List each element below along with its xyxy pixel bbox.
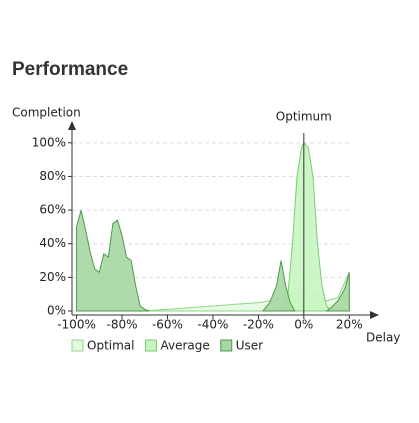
y-tick-label: 80%: [39, 169, 66, 183]
annotation-label: Optimum: [276, 110, 332, 124]
y-tick-label: 20%: [39, 270, 66, 284]
x-arrow: [370, 311, 379, 319]
x-tick-label: -20%: [243, 318, 274, 332]
legend-label: User: [236, 339, 263, 353]
area: [76, 209, 350, 312]
x-tick-label: 20%: [336, 318, 363, 332]
area: [280, 141, 333, 312]
chart-title: Performance: [12, 59, 128, 80]
y-tick-label: 0%: [47, 304, 66, 318]
x-axis-label: Delay: [366, 331, 400, 345]
x-tick-label: -60%: [152, 318, 183, 332]
legend-label: Optimal: [87, 339, 134, 353]
x-tick-label: -80%: [106, 318, 137, 332]
y-tick-label: 60%: [39, 203, 66, 217]
x-tick-label: -100%: [57, 318, 96, 332]
x-tick-label: -40%: [197, 318, 228, 332]
legend-swatch: [71, 339, 84, 352]
legend-swatch: [144, 339, 157, 352]
legend-label: Average: [160, 339, 209, 353]
y-tick-label: 40%: [39, 236, 66, 250]
x-tick-label: 0%: [294, 318, 313, 332]
y-axis-label: Completion: [12, 106, 81, 120]
y-tick-label: 100%: [32, 135, 66, 149]
y-arrow: [68, 121, 76, 130]
legend-swatch: [220, 339, 233, 352]
